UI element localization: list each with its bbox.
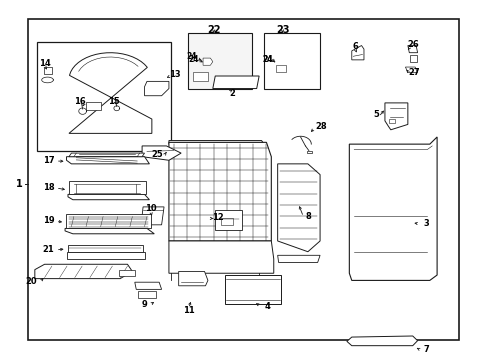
Polygon shape xyxy=(69,153,144,157)
Text: 24: 24 xyxy=(262,55,272,64)
Polygon shape xyxy=(405,67,417,72)
Text: 2: 2 xyxy=(228,89,234,98)
Polygon shape xyxy=(212,76,259,89)
Polygon shape xyxy=(138,291,156,298)
Polygon shape xyxy=(276,65,285,72)
Text: 24: 24 xyxy=(262,55,273,64)
Polygon shape xyxy=(66,214,151,228)
Bar xyxy=(388,119,394,123)
Bar xyxy=(221,218,233,225)
Polygon shape xyxy=(66,252,144,259)
Text: 16: 16 xyxy=(74,97,85,106)
Polygon shape xyxy=(65,228,154,234)
Polygon shape xyxy=(307,150,311,153)
Polygon shape xyxy=(224,275,281,304)
Polygon shape xyxy=(409,55,416,62)
Polygon shape xyxy=(346,336,417,346)
Text: 25: 25 xyxy=(151,150,163,159)
Polygon shape xyxy=(203,58,212,65)
Polygon shape xyxy=(277,255,320,262)
Text: 4: 4 xyxy=(264,302,270,311)
Polygon shape xyxy=(277,164,320,252)
Text: 13: 13 xyxy=(169,71,181,80)
Text: 7: 7 xyxy=(423,345,428,354)
Text: 22: 22 xyxy=(206,25,220,35)
Polygon shape xyxy=(35,264,132,279)
Text: 20: 20 xyxy=(25,276,37,285)
Polygon shape xyxy=(142,146,181,160)
Bar xyxy=(37,42,171,151)
Polygon shape xyxy=(66,157,149,164)
Polygon shape xyxy=(43,67,52,74)
Polygon shape xyxy=(168,142,271,241)
Text: 23: 23 xyxy=(275,25,289,35)
Polygon shape xyxy=(144,81,168,96)
Text: 21: 21 xyxy=(42,245,54,254)
Text: 28: 28 xyxy=(315,122,326,131)
Text: 15: 15 xyxy=(108,97,120,106)
Text: 24: 24 xyxy=(186,53,197,62)
Text: 8: 8 xyxy=(305,212,311,221)
Text: 10: 10 xyxy=(145,204,156,213)
Text: 18: 18 xyxy=(42,183,54,192)
Text: 19: 19 xyxy=(42,216,54,225)
Polygon shape xyxy=(351,45,363,60)
Polygon shape xyxy=(68,194,149,200)
Text: 9: 9 xyxy=(142,300,147,309)
Polygon shape xyxy=(168,241,273,273)
Bar xyxy=(188,33,251,89)
Bar xyxy=(264,33,320,89)
Polygon shape xyxy=(135,282,161,289)
Polygon shape xyxy=(215,211,242,230)
Polygon shape xyxy=(193,72,207,81)
Text: 5: 5 xyxy=(372,110,378,119)
Polygon shape xyxy=(69,53,152,134)
Text: 1: 1 xyxy=(16,179,22,189)
Text: 27: 27 xyxy=(407,68,419,77)
Bar xyxy=(86,102,101,110)
Polygon shape xyxy=(407,45,417,53)
Polygon shape xyxy=(384,103,407,130)
Polygon shape xyxy=(178,271,207,286)
Polygon shape xyxy=(69,181,146,194)
Text: 6: 6 xyxy=(351,42,357,51)
Polygon shape xyxy=(119,270,135,276)
Text: 24: 24 xyxy=(188,55,199,64)
Polygon shape xyxy=(68,244,143,252)
Polygon shape xyxy=(348,137,436,280)
Text: 14: 14 xyxy=(39,59,50,68)
Bar xyxy=(27,19,458,339)
Text: 17: 17 xyxy=(42,156,54,165)
Text: 12: 12 xyxy=(211,213,223,222)
Text: 26: 26 xyxy=(407,40,419,49)
Text: 11: 11 xyxy=(182,306,194,315)
Polygon shape xyxy=(168,140,266,148)
Polygon shape xyxy=(141,207,163,225)
Text: 3: 3 xyxy=(422,219,428,228)
